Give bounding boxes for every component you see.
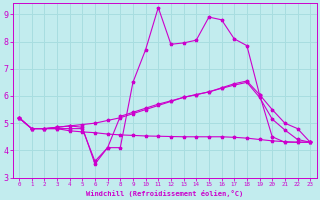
X-axis label: Windchill (Refroidissement éolien,°C): Windchill (Refroidissement éolien,°C) [86, 190, 243, 197]
